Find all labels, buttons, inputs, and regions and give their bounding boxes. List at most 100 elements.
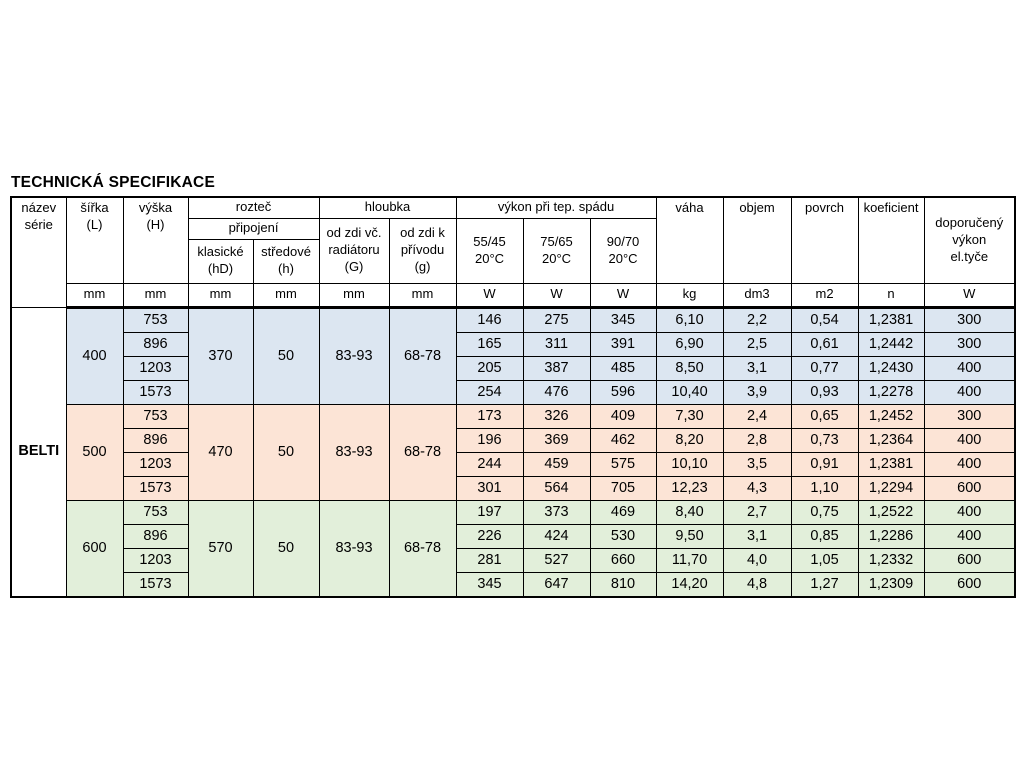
power-9070-cell: 596 — [589, 379, 657, 405]
header-temp-5545: 55/45 20°C — [455, 217, 524, 284]
power-9070-cell: 391 — [589, 331, 657, 357]
unit-dm3: dm3 — [722, 282, 792, 309]
recommended-power-cell: 400 — [923, 427, 1016, 453]
unit-mm-stredove: mm — [252, 282, 320, 309]
depth-to-supply-cell: 68-78 — [388, 306, 457, 405]
weight-cell: 12,23 — [655, 475, 724, 501]
coefficient-cell: 1,2442 — [857, 331, 925, 357]
recommended-power-cell: 600 — [923, 571, 1016, 597]
power-7565-cell: 326 — [522, 403, 591, 429]
header-temp-7565: 75/65 20°C — [522, 217, 591, 284]
unit-w-5545: W — [455, 282, 524, 309]
header-pripojeni: připojení — [187, 217, 320, 240]
power-7565-cell: 647 — [522, 571, 591, 597]
pitch-central-cell: 50 — [252, 306, 320, 405]
page-title: TECHNICKÁ SPECIFIKACE — [11, 174, 215, 191]
height-cell: 753 — [122, 499, 189, 525]
volume-cell: 2,2 — [722, 306, 792, 333]
header-klasicke: klasické (hD) — [187, 238, 254, 284]
height-cell: 1203 — [122, 355, 189, 381]
spec-row-400-1573: 1573 254 476 596 10,40 3,9 0,93 1,2278 400 — [11, 379, 1016, 405]
power-5545-cell: 226 — [455, 523, 524, 549]
spec-row-600-1203: 1203 281 527 660 11,70 4,0 1,05 1,2332 600 — [11, 547, 1016, 573]
power-7565-cell: 424 — [522, 523, 591, 549]
volume-cell: 4,3 — [722, 475, 792, 501]
power-7565-cell: 459 — [522, 451, 591, 477]
power-7565-cell: 476 — [522, 379, 591, 405]
power-5545-cell: 244 — [455, 451, 524, 477]
recommended-power-cell: 300 — [923, 403, 1016, 429]
volume-cell: 3,1 — [722, 355, 792, 381]
spec-row-500-753: 500 753 470 50 83-93 68-78 173 326 409 7,30 2,4 0,6… — [11, 403, 1016, 501]
power-7565-cell: 564 — [522, 475, 591, 501]
header-doporuceny-vykon: doporučený výkon el.tyče — [923, 196, 1016, 284]
header-povrch: povrch — [790, 196, 859, 284]
coefficient-cell: 1,2309 — [857, 571, 925, 597]
depth-incl-radiator-cell: 83-93 — [318, 499, 390, 597]
spec-row-600-896: 896 226 424 530 9,50 3,1 0,85 1,2286 400 — [11, 523, 1016, 549]
unit-mm-hloubka-g2: mm — [388, 282, 457, 309]
height-cell: 1573 — [122, 571, 189, 597]
surface-cell: 0,73 — [790, 427, 859, 453]
header-vykon: výkon při tep. spádu — [455, 196, 657, 219]
power-7565-cell: 369 — [522, 427, 591, 453]
spec-row-400-1203: 1203 205 387 485 8,50 3,1 0,77 1,2430 400 — [11, 355, 1016, 381]
recommended-power-cell: 600 — [923, 547, 1016, 573]
weight-cell: 9,50 — [655, 523, 724, 549]
weight-cell: 8,20 — [655, 427, 724, 453]
header-row-units: mm mm mm mm mm mm W W W kg dm3 m2 n W — [11, 282, 1016, 309]
width-cell: 400 — [65, 306, 124, 405]
surface-cell: 0,93 — [790, 379, 859, 405]
unit-n: n — [857, 282, 925, 309]
recommended-power-cell: 400 — [923, 499, 1016, 525]
weight-cell: 14,20 — [655, 571, 724, 597]
spec-row-500-896: 896 196 369 462 8,20 2,8 0,73 1,2364 400 — [11, 427, 1016, 453]
surface-cell: 1,27 — [790, 571, 859, 597]
coefficient-cell: 1,2430 — [857, 355, 925, 381]
surface-cell: 0,65 — [790, 403, 859, 429]
header-koeficient: koeficient — [857, 196, 925, 284]
coefficient-cell: 1,2332 — [857, 547, 925, 573]
volume-cell: 2,5 — [722, 331, 792, 357]
unit-mm-klasicke: mm — [187, 282, 254, 309]
power-9070-cell: 409 — [589, 403, 657, 429]
unit-w-doporuceny: W — [923, 282, 1016, 309]
volume-cell: 2,4 — [722, 403, 792, 429]
power-5545-cell: 281 — [455, 547, 524, 573]
header-row-sub: připojení od zdi vč. radiátoru (G) od zd… — [11, 217, 1015, 284]
weight-cell: 11,70 — [655, 547, 724, 573]
depth-incl-radiator-cell: 83-93 — [318, 306, 390, 405]
surface-cell: 0,85 — [790, 523, 859, 549]
weight-cell: 6,10 — [655, 306, 724, 333]
coefficient-cell: 1,2278 — [857, 379, 925, 405]
power-9070-cell: 469 — [589, 499, 657, 525]
weight-cell: 8,40 — [655, 499, 724, 525]
weight-cell: 10,40 — [655, 379, 724, 405]
spec-table-body: BELTI 400 753 370 50 83-93 68-78 146 275 345 6,10 2… — [10, 306, 1016, 597]
coefficient-cell: 1,2452 — [857, 403, 925, 429]
power-5545-cell: 196 — [455, 427, 524, 453]
spec-row-400-896: 896 165 311 391 6,90 2,5 0,61 1,2442 300 — [11, 331, 1016, 357]
depth-to-supply-cell: 68-78 — [388, 499, 457, 597]
header-roztec: rozteč — [187, 196, 320, 219]
height-cell: 896 — [122, 523, 189, 549]
volume-cell: 2,7 — [722, 499, 792, 525]
spec-row-500-1203: 1203 244 459 575 10,10 3,5 0,91 1,2381 400 — [11, 451, 1016, 477]
height-cell: 753 — [122, 403, 189, 429]
height-cell: 896 — [122, 331, 189, 357]
power-5545-cell: 165 — [455, 331, 524, 357]
technical-spec-table: název série šířka (L) výška (H) rozteč h… — [10, 196, 1017, 598]
weight-cell: 7,30 — [655, 403, 724, 429]
height-cell: 753 — [122, 306, 189, 333]
coefficient-cell: 1,2364 — [857, 427, 925, 453]
header-od-zdi-k-privodu: od zdi k přívodu (g) — [388, 217, 457, 284]
height-cell: 1573 — [122, 475, 189, 501]
weight-cell: 6,90 — [655, 331, 724, 357]
unit-w-7565: W — [522, 282, 591, 309]
depth-incl-radiator-cell: 83-93 — [318, 403, 390, 501]
recommended-power-cell: 400 — [923, 379, 1016, 405]
pitch-central-cell: 50 — [252, 403, 320, 501]
surface-cell: 1,05 — [790, 547, 859, 573]
power-7565-cell: 311 — [522, 331, 591, 357]
weight-cell: 10,10 — [655, 451, 724, 477]
